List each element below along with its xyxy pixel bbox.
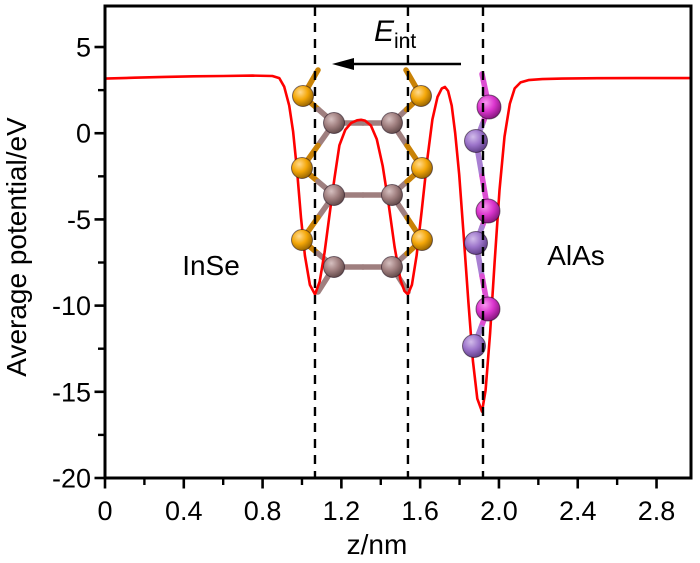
atom-brown — [381, 112, 403, 134]
y-tick-label: -5 — [67, 205, 91, 235]
x-tick-label: 1.6 — [401, 496, 439, 526]
atom-orange — [411, 157, 433, 179]
eint-label-sub: int — [394, 30, 416, 53]
atom-brown — [381, 256, 403, 278]
y-tick-label: 0 — [76, 119, 91, 149]
atoms-layer — [291, 85, 502, 358]
atom-magenta — [476, 94, 502, 120]
atom-brown — [323, 256, 345, 278]
x-tick-label: 1.2 — [323, 496, 361, 526]
atom-orange — [291, 229, 313, 251]
atom-orange — [292, 85, 314, 107]
eint-arrowhead — [332, 58, 354, 70]
eint-label: Eint — [374, 15, 416, 53]
x-axis-label: z/nm — [347, 529, 408, 560]
ticks-layer: 0 0.4 0.8 1.2 1.6 2.0 2.4 2.8 5 0 -5 -10 -15 -20 — [52, 33, 675, 526]
atom-brown — [323, 112, 345, 134]
atom-magenta — [475, 296, 501, 322]
x-tick-label: 0.8 — [244, 496, 282, 526]
eint-label-main: E — [374, 15, 395, 48]
alas-region-label: AlAs — [547, 240, 605, 271]
potential-curve — [103, 74, 693, 413]
y-tick-label: -15 — [52, 377, 91, 407]
x-tick-label: 2.4 — [559, 496, 597, 526]
y-tick-label: -20 — [52, 464, 91, 494]
x-tick-label: 2.0 — [480, 496, 518, 526]
atom-purple — [462, 334, 486, 358]
y-tick-label: 5 — [76, 33, 91, 63]
atom-purple — [464, 129, 488, 153]
y-tick-label: -10 — [52, 291, 91, 321]
atom-orange — [411, 229, 433, 251]
atom-brown — [323, 184, 345, 206]
x-tick-label: 0 — [97, 496, 112, 526]
dashed-lines-layer — [313, 7, 485, 477]
atom-orange — [410, 85, 432, 107]
eint-arrow — [332, 58, 461, 70]
atom-purple — [464, 231, 488, 255]
x-tick-label: 2.8 — [638, 496, 676, 526]
x-tick-label: 0.4 — [165, 496, 203, 526]
atom-brown — [381, 184, 403, 206]
atom-orange — [291, 157, 313, 179]
y-axis-label: Average potential/eV — [1, 117, 32, 377]
atom-magenta — [475, 198, 501, 224]
inse-region-label: InSe — [182, 250, 240, 281]
plot-frame — [103, 4, 693, 480]
